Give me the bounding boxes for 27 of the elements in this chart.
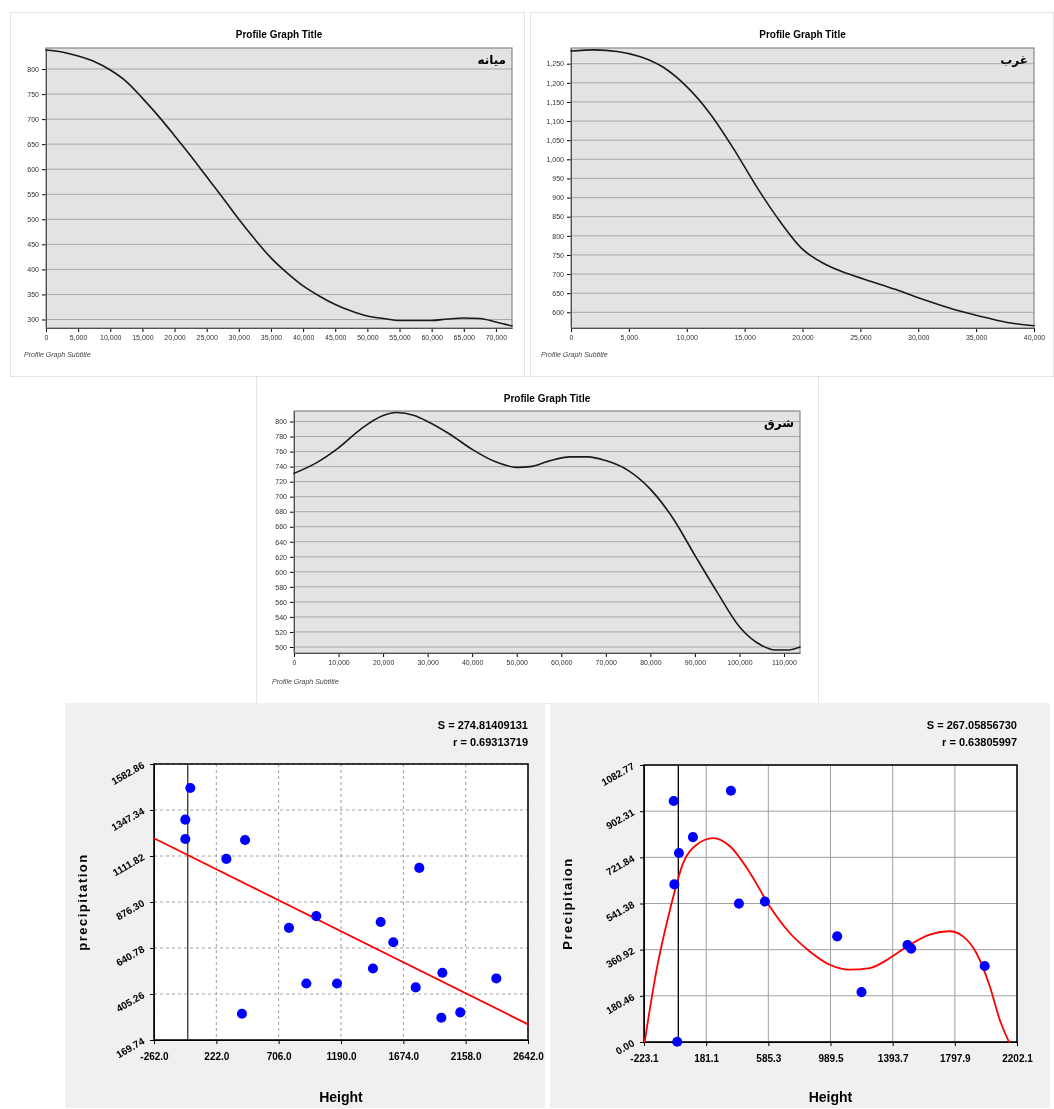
y-axis-title: Precipitaion — [560, 857, 575, 950]
x-tick-label: 181.1 — [694, 1053, 720, 1064]
text: S = 274.81409131 — [437, 719, 528, 731]
x-tick-label: 989.5 — [818, 1053, 844, 1064]
text: r = 0.63805997 — [942, 736, 1017, 748]
x-tick-label: 1674.0 — [388, 1051, 420, 1062]
annotation: میانه — [477, 53, 506, 67]
x-tick-label: 222.0 — [204, 1051, 230, 1062]
y-axis-title: precipitation — [75, 853, 90, 951]
x-tick-label: 1393.7 — [877, 1053, 909, 1064]
x-axis-title: Height — [319, 1089, 364, 1105]
annotation: شرق — [764, 416, 794, 430]
annotation: غرب — [1000, 53, 1028, 67]
chart-title: Profile Graph Title — [503, 393, 591, 404]
x-tick-label: 706.0 — [266, 1051, 293, 1062]
text: r = 0.69313719 — [453, 736, 528, 748]
text: S = 267.05856730 — [926, 719, 1017, 731]
chart-title: Profile Graph Title — [235, 29, 323, 40]
x-axis-title: Height — [808, 1089, 853, 1105]
x-tick-label: -223.1 — [630, 1053, 660, 1064]
x-tick-label: 1797.9 — [940, 1053, 972, 1064]
x-tick-label: 2202.1 — [1002, 1053, 1034, 1064]
x-tick-label: 2158.0 — [450, 1051, 482, 1062]
x-tick-label: 1190.0 — [326, 1051, 357, 1062]
x-tick-label: 2642.0 — [513, 1051, 545, 1062]
chart-title: Profile Graph Title — [759, 29, 847, 40]
x-tick-label: 585.3 — [756, 1053, 782, 1064]
